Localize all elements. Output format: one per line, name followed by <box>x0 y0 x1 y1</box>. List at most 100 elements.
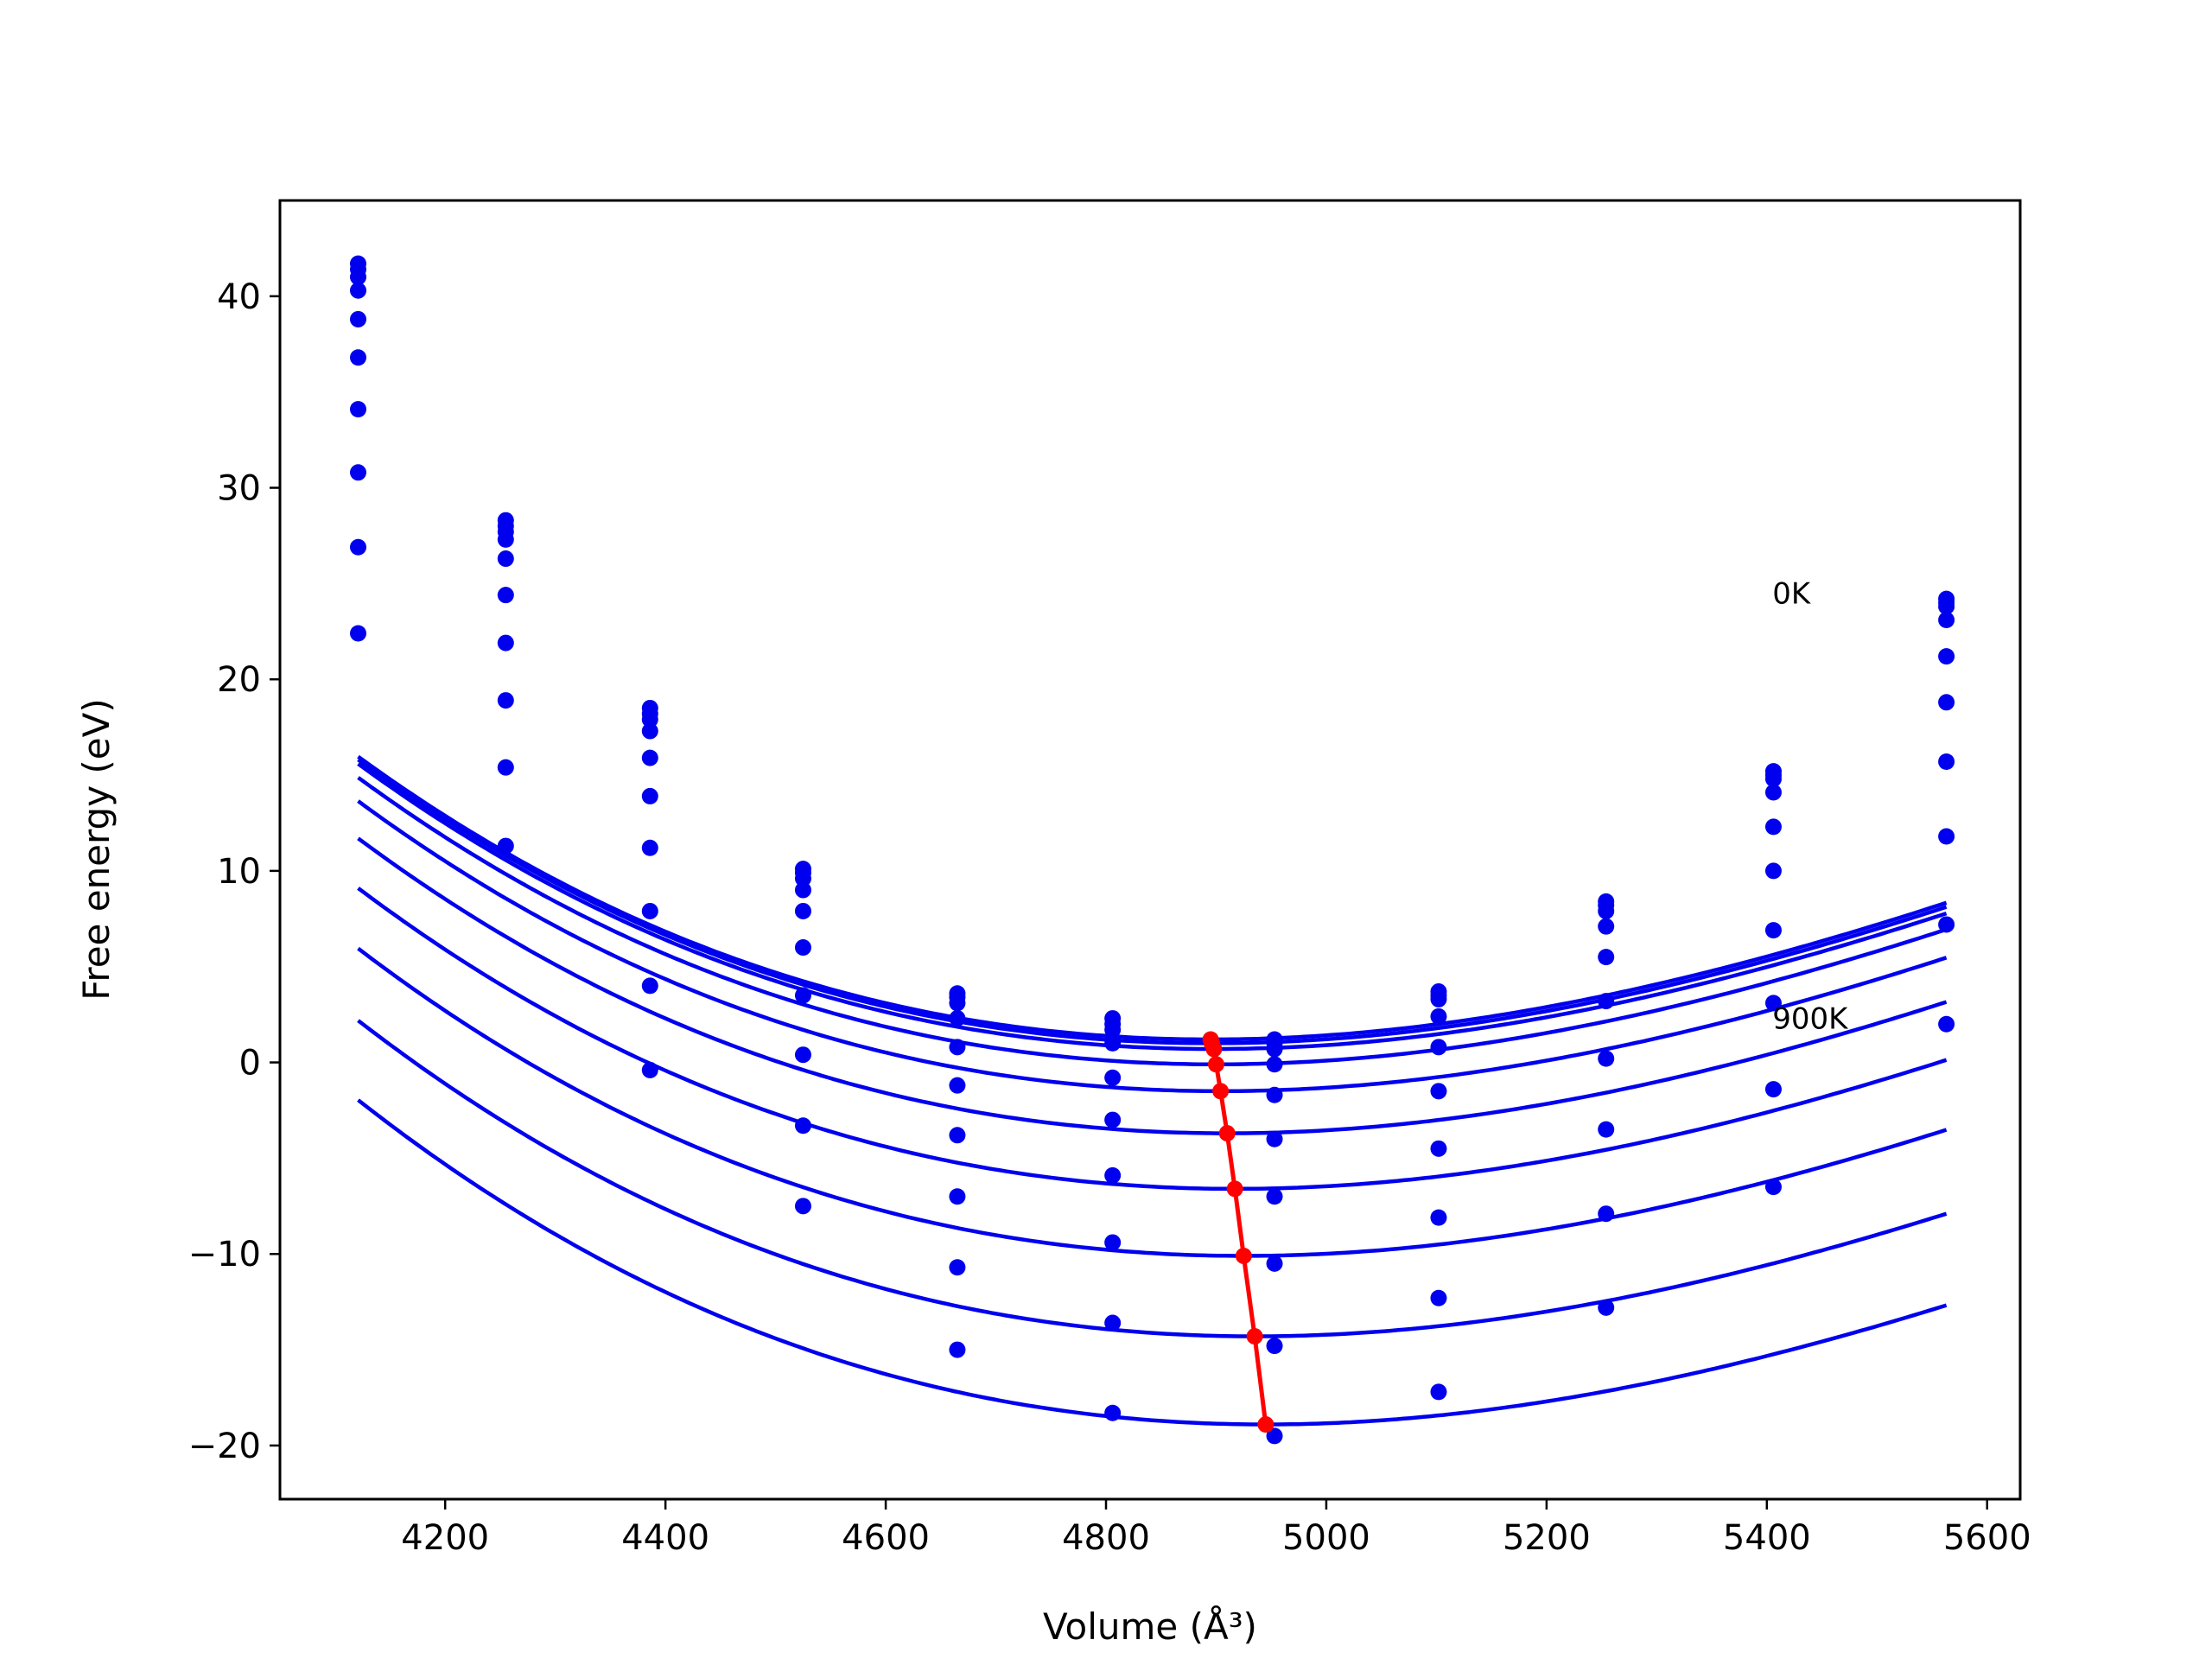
data-point <box>1104 1314 1122 1332</box>
data-point <box>1598 902 1615 919</box>
minimum-point <box>1212 1083 1230 1100</box>
data-point <box>1104 1034 1122 1052</box>
annotation-0k: 0K <box>1772 576 1812 611</box>
data-point <box>497 587 514 604</box>
data-point <box>1938 648 1955 665</box>
data-point <box>641 977 658 995</box>
y-tick-label: 0 <box>239 1044 261 1084</box>
data-points <box>350 255 1955 1445</box>
data-point <box>1938 916 1955 933</box>
minimum-point <box>1257 1416 1274 1433</box>
data-point <box>350 625 367 642</box>
data-point <box>1430 990 1447 1007</box>
y-tick-label: −20 <box>188 1427 261 1466</box>
data-point <box>794 1117 811 1135</box>
data-point <box>1104 1069 1122 1086</box>
data-point <box>641 902 658 919</box>
data-point <box>794 881 811 899</box>
x-axis-title-text: Volume (Å³) <box>1043 1605 1257 1648</box>
data-point <box>1430 1039 1447 1056</box>
x-axis-title: Volume (Å³) <box>1043 1605 1257 1648</box>
data-point <box>949 995 966 1012</box>
data-point <box>350 538 367 556</box>
data-point <box>641 722 658 740</box>
data-point <box>497 692 514 709</box>
data-point <box>350 269 367 286</box>
data-point <box>1266 1086 1283 1103</box>
minimum-point <box>1207 1056 1224 1073</box>
x-tick-label: 4400 <box>621 1518 709 1558</box>
data-point <box>949 1188 966 1205</box>
data-point <box>794 939 811 957</box>
data-point <box>949 1341 966 1358</box>
data-point <box>350 401 367 418</box>
data-point <box>1598 1050 1615 1067</box>
data-point <box>641 711 658 728</box>
x-axis: 4200 4400 4600 4800 5000 5200 5400 5600 <box>401 1499 2031 1558</box>
y-tick-label: 10 <box>217 852 261 892</box>
data-point <box>1938 828 1955 845</box>
x-tick-label: 5400 <box>1723 1518 1811 1558</box>
fit-curves <box>357 754 1948 1427</box>
x-tick-label: 4200 <box>401 1518 489 1558</box>
data-point <box>1266 1338 1283 1355</box>
data-point <box>949 1259 966 1276</box>
data-point <box>1430 1083 1447 1100</box>
data-point <box>1764 1179 1782 1196</box>
data-point <box>1266 1130 1283 1147</box>
data-point <box>641 787 658 804</box>
minimum-point <box>1205 1040 1223 1058</box>
data-point <box>794 902 811 919</box>
data-point <box>794 870 811 887</box>
data-point <box>1764 818 1782 836</box>
data-point <box>497 837 514 855</box>
data-point <box>794 1198 811 1215</box>
data-point <box>641 749 658 766</box>
data-point <box>1104 1111 1122 1128</box>
data-point <box>1764 770 1782 787</box>
x-tick-label: 4800 <box>1062 1518 1150 1558</box>
minimum-point <box>1246 1328 1263 1345</box>
data-point <box>1104 1166 1122 1184</box>
data-point <box>350 464 367 481</box>
data-point <box>1938 598 1955 615</box>
data-point <box>794 987 811 1004</box>
data-point <box>1598 1299 1615 1316</box>
data-point <box>1430 1209 1447 1226</box>
data-point <box>1430 1289 1447 1306</box>
data-point <box>497 531 514 548</box>
x-tick-label: 5600 <box>1943 1518 2031 1558</box>
data-point <box>1938 753 1955 771</box>
data-point <box>1598 1121 1615 1138</box>
y-axis-title: Free energy (eV) <box>75 698 118 1001</box>
data-point <box>1598 949 1615 966</box>
fit-curve-3 <box>357 776 1948 1067</box>
data-point <box>1266 1255 1283 1272</box>
data-point <box>1764 862 1782 880</box>
data-point <box>641 1061 658 1078</box>
data-point <box>949 1010 966 1027</box>
data-point <box>1764 784 1782 801</box>
minimum-point <box>1235 1247 1252 1264</box>
data-point <box>1598 993 1615 1010</box>
data-point <box>1104 1404 1122 1421</box>
data-point <box>641 839 658 856</box>
fit-curve-0 <box>357 754 1948 1042</box>
y-tick-label: −10 <box>188 1235 261 1274</box>
y-tick-label: 30 <box>217 469 261 509</box>
data-point <box>1266 1040 1283 1058</box>
fit-curve-1 <box>357 758 1948 1046</box>
fit-curve-7 <box>357 946 1948 1258</box>
data-point <box>1266 1188 1283 1205</box>
data-point <box>1764 922 1782 939</box>
data-point <box>949 1077 966 1094</box>
data-point <box>1430 1007 1447 1025</box>
data-point <box>350 310 367 327</box>
y-axis: −20 −10 0 10 20 30 40 <box>188 277 280 1466</box>
x-tick-label: 5200 <box>1503 1518 1591 1558</box>
data-point <box>1764 1081 1782 1098</box>
data-point <box>1938 611 1955 628</box>
data-point <box>497 634 514 652</box>
